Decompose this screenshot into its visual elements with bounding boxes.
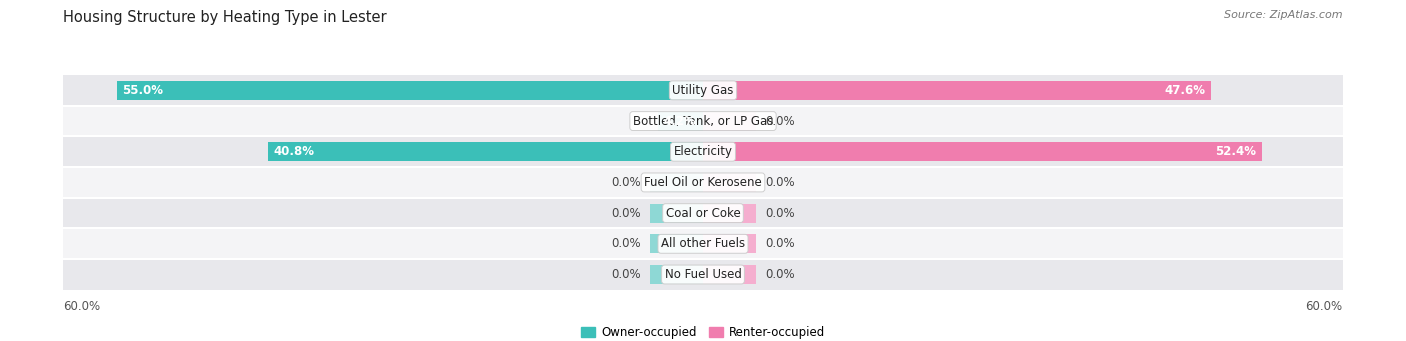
Text: 0.0%: 0.0%	[612, 237, 641, 250]
Text: 0.0%: 0.0%	[765, 268, 794, 281]
Bar	[63, 136, 1343, 167]
Bar	[703, 204, 756, 223]
Bar	[658, 112, 703, 131]
Bar	[650, 265, 703, 284]
Text: Coal or Coke: Coal or Coke	[665, 207, 741, 220]
Bar	[269, 142, 703, 161]
Bar	[650, 234, 703, 253]
Bar	[703, 81, 1211, 100]
Text: 4.2%: 4.2%	[664, 115, 696, 128]
Bar	[703, 234, 756, 253]
Bar	[650, 204, 703, 223]
Text: 0.0%: 0.0%	[765, 115, 794, 128]
Text: 40.8%: 40.8%	[273, 145, 315, 158]
Bar	[63, 228, 1343, 259]
Text: Source: ZipAtlas.com: Source: ZipAtlas.com	[1225, 10, 1343, 20]
Text: Housing Structure by Heating Type in Lester: Housing Structure by Heating Type in Les…	[63, 10, 387, 25]
Text: 47.6%: 47.6%	[1164, 84, 1205, 97]
Bar	[117, 81, 703, 100]
Bar	[63, 198, 1343, 228]
Legend: Owner-occupied, Renter-occupied: Owner-occupied, Renter-occupied	[576, 322, 830, 341]
Text: 0.0%: 0.0%	[612, 268, 641, 281]
Text: 60.0%: 60.0%	[1306, 300, 1343, 313]
Text: 55.0%: 55.0%	[122, 84, 163, 97]
Text: Bottled, Tank, or LP Gas: Bottled, Tank, or LP Gas	[633, 115, 773, 128]
Text: 0.0%: 0.0%	[765, 237, 794, 250]
Text: Electricity: Electricity	[673, 145, 733, 158]
Bar	[703, 142, 1261, 161]
Text: 60.0%: 60.0%	[63, 300, 100, 313]
Text: 52.4%: 52.4%	[1215, 145, 1257, 158]
Text: 0.0%: 0.0%	[765, 207, 794, 220]
Text: No Fuel Used: No Fuel Used	[665, 268, 741, 281]
Bar	[63, 106, 1343, 136]
Text: 0.0%: 0.0%	[612, 176, 641, 189]
Text: 0.0%: 0.0%	[765, 176, 794, 189]
Text: 0.0%: 0.0%	[612, 207, 641, 220]
Bar	[650, 173, 703, 192]
Bar	[63, 167, 1343, 198]
Text: Utility Gas: Utility Gas	[672, 84, 734, 97]
Text: All other Fuels: All other Fuels	[661, 237, 745, 250]
Bar	[703, 265, 756, 284]
Text: Fuel Oil or Kerosene: Fuel Oil or Kerosene	[644, 176, 762, 189]
Bar	[63, 75, 1343, 106]
Bar	[703, 112, 756, 131]
Bar	[703, 173, 756, 192]
Bar	[63, 259, 1343, 290]
